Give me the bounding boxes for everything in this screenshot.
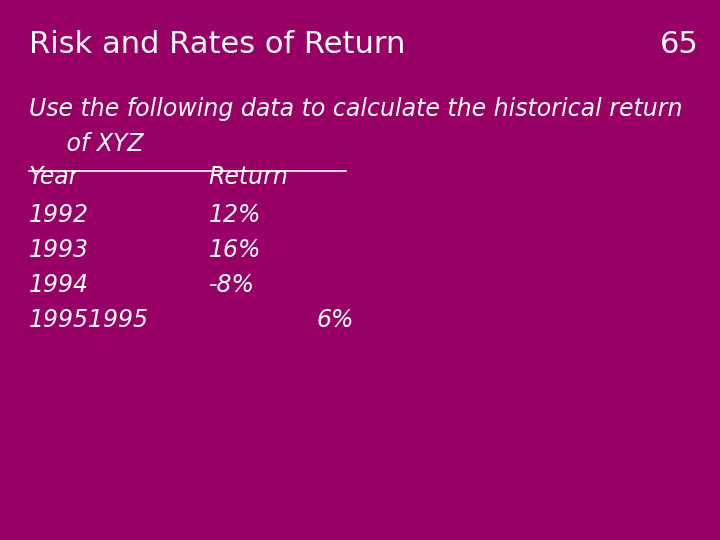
- Text: Use the following data to calculate the historical return: Use the following data to calculate the …: [29, 97, 683, 121]
- Text: 1993: 1993: [29, 238, 89, 261]
- Text: 6%: 6%: [317, 308, 354, 332]
- Text: 12%: 12%: [209, 202, 261, 226]
- Text: 1994: 1994: [29, 273, 89, 296]
- Text: 1992: 1992: [29, 202, 89, 226]
- Text: 65: 65: [660, 30, 698, 59]
- Text: 19951995: 19951995: [29, 308, 149, 332]
- Text: of XYZ: of XYZ: [29, 132, 143, 156]
- Text: 16%: 16%: [209, 238, 261, 261]
- Text: Year: Year: [29, 165, 79, 188]
- Text: Return: Return: [209, 165, 289, 188]
- Text: -8%: -8%: [209, 273, 255, 296]
- Text: Risk and Rates of Return: Risk and Rates of Return: [29, 30, 405, 59]
